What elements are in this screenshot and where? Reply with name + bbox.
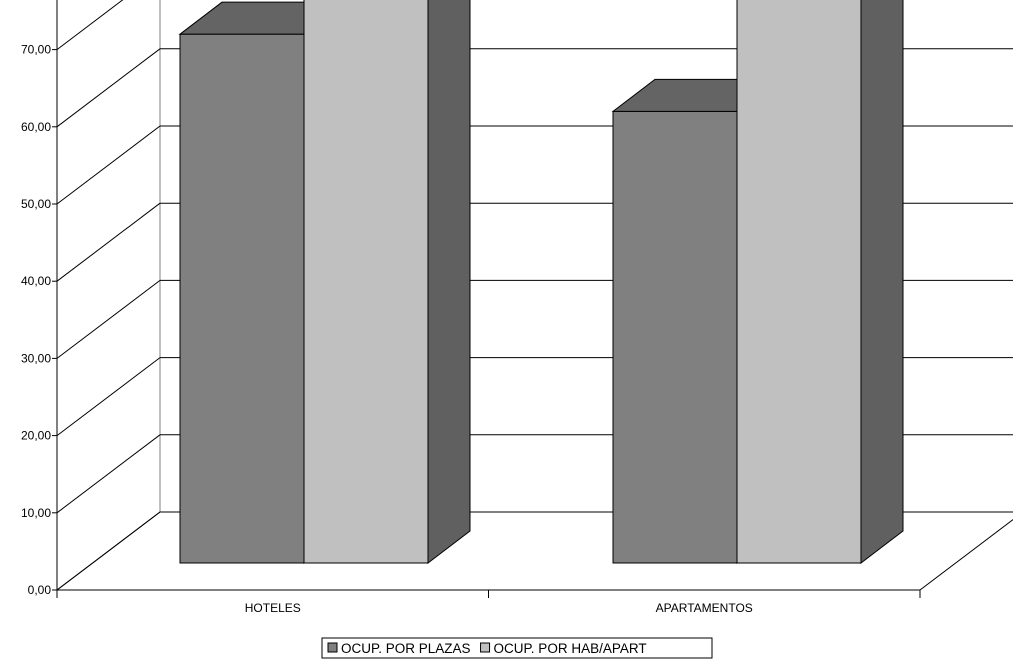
legend-label: OCUP. POR PLAZAS bbox=[341, 641, 471, 656]
y-tick-label: 70,00 bbox=[21, 43, 51, 57]
x-tick-label: APARTAMENTOS bbox=[656, 601, 753, 615]
legend-label: OCUP. POR HAB/APART bbox=[494, 641, 647, 656]
legend-box bbox=[321, 637, 713, 659]
bar-front bbox=[612, 110, 738, 564]
bar-front bbox=[303, 0, 429, 564]
bar-side bbox=[860, 0, 904, 565]
back-wall bbox=[159, 0, 161, 512]
gridline-side bbox=[56, 280, 161, 359]
bar-side bbox=[427, 0, 471, 565]
y-tick-label: 50,00 bbox=[21, 197, 51, 211]
y-tick-labels: 0,0010,0020,0030,0040,0050,0060,0070,008… bbox=[21, 43, 52, 597]
bars bbox=[178, 0, 904, 565]
bar bbox=[736, 0, 904, 565]
bar-front bbox=[736, 0, 862, 564]
y-tick-label: 20,00 bbox=[21, 429, 51, 443]
x-tick-labels: HOTELES APARTAMENTOS bbox=[245, 601, 753, 615]
gridline-side bbox=[56, 511, 161, 591]
y-tick-label: 10,00 bbox=[21, 506, 51, 520]
x-tick-label: HOTELES bbox=[245, 601, 301, 615]
bar-front bbox=[179, 33, 305, 564]
gridline-side bbox=[56, 48, 161, 128]
gridline-side bbox=[56, 357, 161, 436]
axes bbox=[52, 0, 921, 598]
gridline-side bbox=[56, 202, 161, 282]
gridline-side bbox=[56, 0, 124, 50]
y-tick-label: 60,00 bbox=[21, 120, 51, 134]
y-tick-label: 30,00 bbox=[21, 351, 51, 365]
gridline-side bbox=[56, 125, 161, 205]
legend: OCUP. POR PLAZAS OCUP. POR HAB/APART bbox=[321, 637, 713, 659]
legend-swatch bbox=[480, 642, 491, 653]
gridline-side bbox=[56, 434, 161, 514]
bar bbox=[303, 0, 471, 565]
y-tick-label: 40,00 bbox=[21, 274, 51, 288]
y-tick-label: 0,00 bbox=[28, 583, 52, 597]
legend-swatch bbox=[327, 642, 338, 653]
